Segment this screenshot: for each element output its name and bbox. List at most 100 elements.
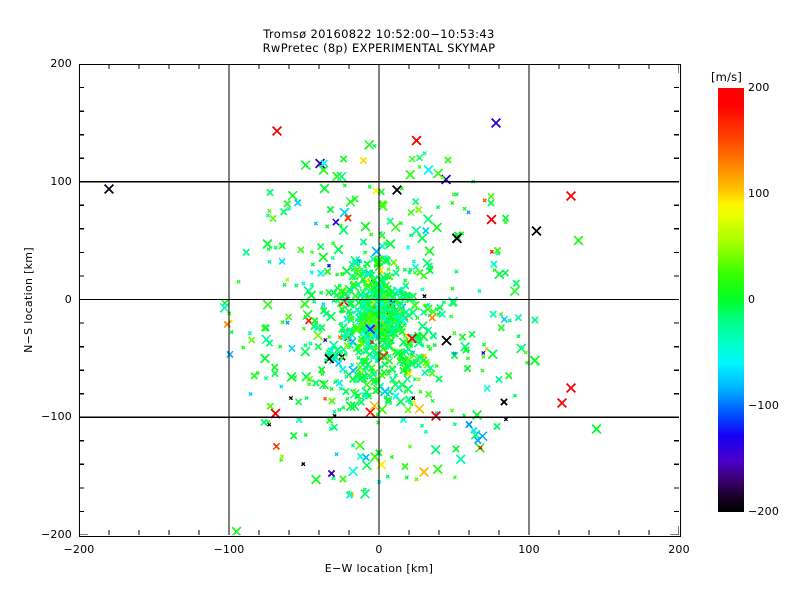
scatter-point <box>452 422 458 427</box>
scatter-point <box>363 264 368 269</box>
scatter-point <box>299 298 310 309</box>
scatter-point <box>408 267 413 272</box>
scatter-point <box>520 345 525 350</box>
scatter-point <box>300 160 311 171</box>
scatter-point <box>393 373 399 378</box>
scatter-point <box>507 318 512 323</box>
scatter-point <box>460 341 471 352</box>
scatter-point <box>401 282 410 290</box>
scatter-point <box>300 346 311 357</box>
scatter-point <box>404 406 412 414</box>
scatter-point <box>231 526 242 535</box>
scatter-point <box>401 462 409 471</box>
scatter-point <box>387 313 395 321</box>
scatter-point <box>390 301 395 307</box>
scatter-point <box>356 375 364 384</box>
scatter-point <box>487 349 498 360</box>
scatter-point <box>317 324 326 332</box>
scatter-point <box>420 356 428 364</box>
scatter-point <box>501 269 510 277</box>
scatter-point <box>284 313 293 321</box>
scatter-point <box>405 395 413 403</box>
scatter-point <box>454 192 459 197</box>
scatter-point <box>267 259 272 264</box>
scatter-point <box>395 351 400 356</box>
scatter-point <box>294 398 303 406</box>
scatter-point <box>393 382 404 393</box>
x-axis-label: E−W location [km] <box>324 562 434 575</box>
scatter-point <box>363 370 374 381</box>
scatter-point <box>430 444 441 455</box>
scatter-point <box>389 454 395 460</box>
scatter-point <box>339 349 344 354</box>
scatter-point <box>385 238 396 249</box>
scatter-point <box>591 423 602 435</box>
scatter-point <box>321 380 326 385</box>
scatter-point <box>529 355 541 366</box>
scatter-point <box>379 336 387 344</box>
scatter-point <box>431 222 442 233</box>
scatter-point <box>338 305 346 313</box>
scatter-point <box>514 313 523 322</box>
scatter-point <box>466 210 471 215</box>
scatter-point <box>500 398 508 406</box>
scatter-point <box>378 231 386 240</box>
scatter-point <box>449 200 455 206</box>
scatter-point <box>379 200 387 208</box>
scatter-point <box>290 431 298 440</box>
scatter-point <box>389 306 400 317</box>
scatter-point <box>350 280 358 288</box>
scatter-point <box>330 255 336 261</box>
scatter-plot-area[interactable] <box>79 64 679 535</box>
scatter-point <box>343 369 348 374</box>
scatter-point <box>505 372 513 380</box>
scatter-point <box>447 296 459 307</box>
scatter-point <box>411 259 417 264</box>
scatter-point <box>360 221 371 232</box>
scatter-point <box>262 239 273 250</box>
scatter-point <box>374 351 379 356</box>
scatter-point <box>415 205 423 214</box>
scatter-point <box>307 382 312 387</box>
scatter-point <box>331 476 336 481</box>
scatter-point <box>286 372 297 383</box>
scatter-point <box>458 333 467 341</box>
scatter-point <box>385 304 390 309</box>
scatter-point <box>392 269 400 277</box>
scatter-point <box>465 356 471 361</box>
scatter-point <box>516 334 521 339</box>
scatter-point <box>386 369 391 374</box>
scatter-point <box>495 375 503 384</box>
scatter-point <box>423 214 434 225</box>
scatter-point <box>423 429 429 434</box>
scatter-point <box>387 292 398 303</box>
scatter-point <box>303 314 308 320</box>
scatter-point <box>388 365 397 374</box>
y-tick-label: 0 <box>64 292 72 306</box>
scatter-point <box>303 343 308 348</box>
scatter-point <box>319 306 328 315</box>
scatter-point <box>338 225 349 236</box>
scatter-point <box>422 151 427 156</box>
scatter-point <box>366 330 371 335</box>
scatter-point <box>294 283 299 288</box>
scatter-point <box>248 391 253 397</box>
scatter-point <box>462 413 467 418</box>
scatter-point <box>365 283 371 288</box>
scatter-point <box>409 352 414 357</box>
scatter-point <box>343 352 348 357</box>
scatter-point <box>462 206 467 211</box>
scatter-point <box>357 338 363 343</box>
colorbar[interactable] <box>718 88 744 512</box>
scatter-point <box>272 442 281 451</box>
scatter-point <box>328 340 339 351</box>
scatter-point <box>420 342 425 347</box>
scatter-point <box>531 226 542 237</box>
scatter-point <box>365 407 376 418</box>
scatter-point <box>497 324 506 332</box>
scatter-point <box>345 401 356 412</box>
scatter-point <box>266 419 271 425</box>
scatter-point <box>226 350 234 359</box>
scatter-point <box>269 214 277 223</box>
scatter-point <box>282 282 287 288</box>
